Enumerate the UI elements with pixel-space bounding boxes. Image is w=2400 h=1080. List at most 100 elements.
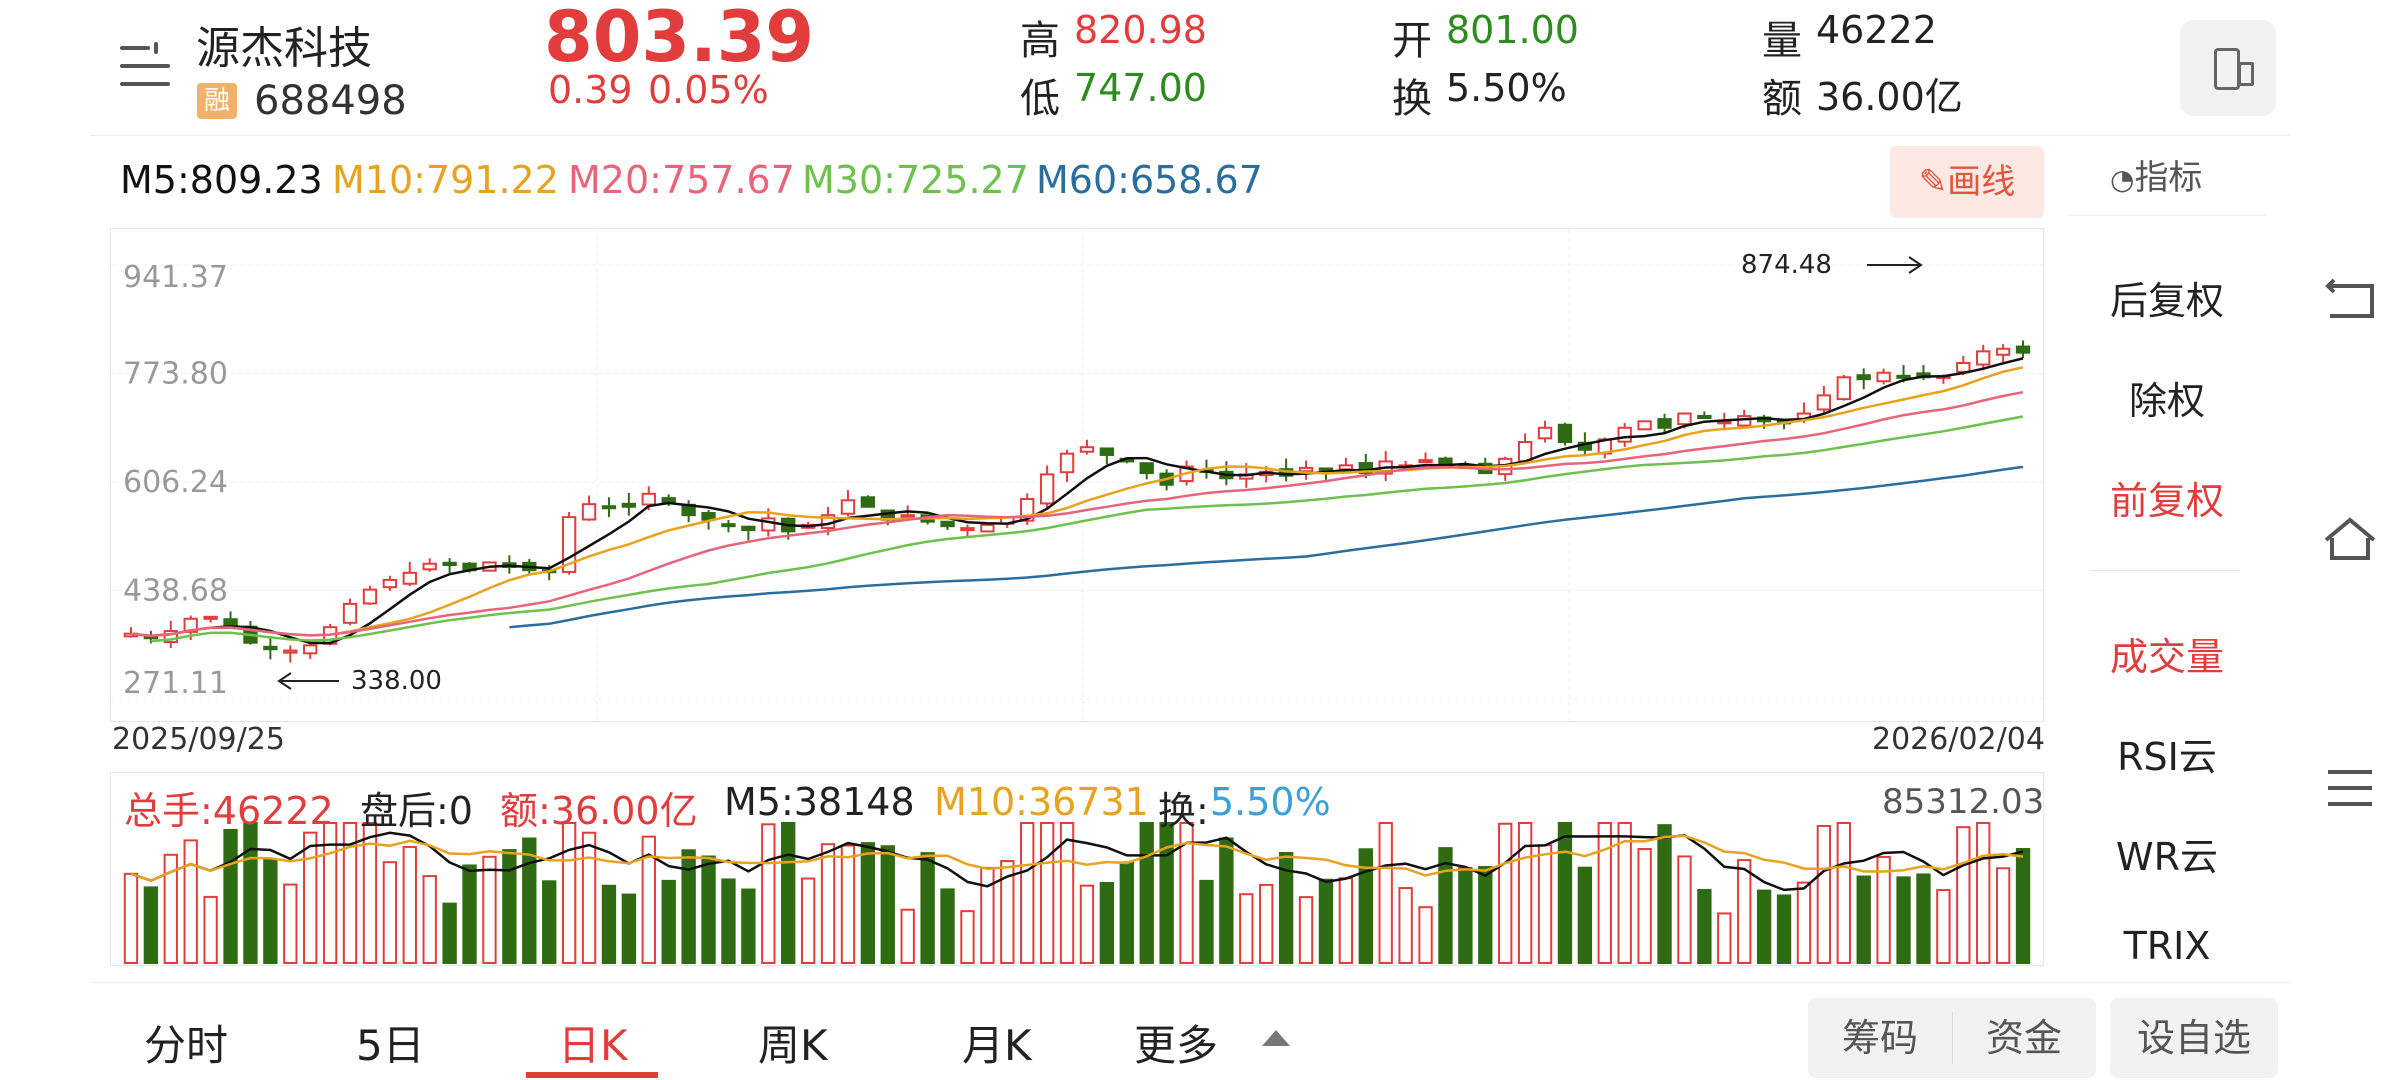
volume-bar bbox=[681, 849, 696, 964]
volume-bar bbox=[1995, 867, 2011, 964]
volume-bar bbox=[1099, 881, 1115, 964]
tab-more[interactable]: 更多 bbox=[1134, 1021, 1219, 1070]
kline-chart[interactable]: 941.37 773.80 606.24 438.68 271.11 874.48 338.… bbox=[110, 228, 2044, 722]
ma30-line bbox=[150, 415, 2024, 643]
recent-apps-icon[interactable] bbox=[2320, 758, 2380, 818]
volume-bar bbox=[223, 828, 238, 964]
panel-item-pre-adjust[interactable]: 前复权 bbox=[2109, 479, 2224, 523]
candle bbox=[621, 502, 637, 508]
ma60-line bbox=[509, 465, 2024, 629]
volume-bar bbox=[283, 883, 298, 964]
candle bbox=[960, 527, 975, 532]
volume-bar bbox=[800, 877, 816, 964]
volume-bar bbox=[601, 884, 617, 964]
volume-bar bbox=[1020, 822, 1035, 964]
open-label: 开 bbox=[1392, 18, 1432, 64]
candle bbox=[1617, 426, 1632, 443]
candle bbox=[342, 602, 358, 624]
indicator-button[interactable]: ◔指标 bbox=[2110, 150, 2202, 199]
volume-bar bbox=[1378, 822, 1393, 964]
caret-up-icon[interactable] bbox=[1262, 1030, 1290, 1046]
indicator-label: 指标 bbox=[2134, 158, 2203, 198]
volume-bar bbox=[1219, 837, 1234, 964]
volume-bar bbox=[542, 880, 557, 964]
y-tick-label: 606.24 bbox=[123, 465, 228, 500]
panel-item-post-adjust[interactable]: 后复权 bbox=[2109, 279, 2224, 323]
volume-bar bbox=[1358, 848, 1373, 964]
volume-bar bbox=[1438, 847, 1453, 964]
tab-5day[interactable]: 5日 bbox=[356, 1021, 425, 1070]
candle bbox=[1139, 462, 1154, 475]
panel-item-volume[interactable]: 成交量 bbox=[2109, 635, 2224, 679]
add-watchlist-button[interactable]: 设自选 bbox=[2110, 998, 2278, 1078]
turnover-label: 换 bbox=[1392, 76, 1432, 122]
draw-line-button[interactable]: ✎画线 bbox=[1890, 146, 2044, 218]
candle bbox=[1657, 418, 1672, 429]
candle bbox=[1079, 446, 1095, 453]
volume-bar bbox=[1039, 822, 1055, 964]
volume-bar bbox=[1956, 826, 1971, 965]
volume-bar bbox=[1498, 822, 1513, 964]
after-hours: 盘后:0 bbox=[360, 789, 473, 833]
volume-bar bbox=[1278, 851, 1294, 964]
low-marker-arrow bbox=[277, 672, 339, 690]
candle bbox=[641, 492, 656, 506]
tab-active-indicator bbox=[526, 1072, 658, 1078]
home-icon[interactable] bbox=[2320, 512, 2380, 572]
ma5-line bbox=[130, 357, 2024, 645]
volume-bar bbox=[641, 835, 656, 964]
volume-bar bbox=[402, 845, 417, 964]
menu-icon[interactable] bbox=[120, 42, 172, 90]
tab-weekly-k[interactable]: 周K bbox=[758, 1021, 828, 1070]
turnover-value: 5.50% bbox=[1446, 66, 1567, 110]
volume-turnover-label: 换: bbox=[1158, 789, 1209, 833]
volume-bar bbox=[1657, 824, 1672, 964]
candle bbox=[721, 523, 736, 528]
candle bbox=[1517, 441, 1533, 463]
chips-button[interactable]: 筹码 bbox=[1841, 1016, 1918, 1060]
candle bbox=[1418, 459, 1433, 464]
panel-divider-top bbox=[2068, 215, 2266, 216]
tab-daily-k[interactable]: 日K bbox=[558, 1021, 628, 1070]
ma60-value: M60:658.67 bbox=[1036, 158, 1263, 202]
volume-bar bbox=[1079, 884, 1095, 964]
panel-item-rsi[interactable]: RSI云 bbox=[2117, 735, 2217, 779]
back-icon[interactable] bbox=[2320, 270, 2380, 330]
landscape-toggle-button[interactable] bbox=[2180, 20, 2276, 116]
header-divider bbox=[90, 135, 2290, 136]
margin-badge: 融 bbox=[197, 83, 237, 119]
y-tick-label: 438.68 bbox=[123, 573, 228, 608]
candle bbox=[601, 505, 617, 510]
high-label: 高 bbox=[1020, 18, 1060, 64]
high-value: 820.98 bbox=[1074, 8, 1207, 52]
volume-bar bbox=[940, 888, 955, 964]
tab-monthly-k[interactable]: 月K bbox=[962, 1021, 1032, 1070]
candle bbox=[402, 571, 417, 585]
volume-bar bbox=[1976, 822, 1991, 964]
candle bbox=[1737, 415, 1752, 427]
tab-intraday[interactable]: 分时 bbox=[144, 1021, 229, 1070]
funds-button[interactable]: 资金 bbox=[1985, 1016, 2062, 1060]
candle bbox=[1338, 464, 1354, 471]
volume-bar bbox=[621, 893, 637, 964]
low-marker-label: 338.00 bbox=[351, 666, 442, 696]
candle bbox=[900, 514, 915, 519]
volume-bar bbox=[1000, 860, 1015, 964]
panel-item-wr[interactable]: WR云 bbox=[2116, 835, 2218, 879]
candle bbox=[1856, 374, 1871, 381]
volume-bar bbox=[741, 888, 756, 964]
panel-item-ex-rights[interactable]: 除权 bbox=[2128, 379, 2205, 423]
volume-bar bbox=[1896, 876, 1911, 964]
volume-bar bbox=[1637, 848, 1652, 964]
phone-icon bbox=[2214, 48, 2240, 90]
volume-max: 85312.03 bbox=[1882, 782, 2045, 822]
ma10-line bbox=[130, 366, 2024, 638]
candle bbox=[1995, 347, 2011, 356]
draw-line-label: 画线 bbox=[1947, 162, 2016, 202]
candle bbox=[422, 562, 437, 571]
panel-item-trix[interactable]: TRIX bbox=[2123, 924, 2211, 968]
candle bbox=[303, 644, 318, 655]
low-value: 747.00 bbox=[1074, 66, 1207, 110]
candle bbox=[1816, 394, 1832, 411]
volume-chart[interactable] bbox=[110, 772, 2044, 966]
